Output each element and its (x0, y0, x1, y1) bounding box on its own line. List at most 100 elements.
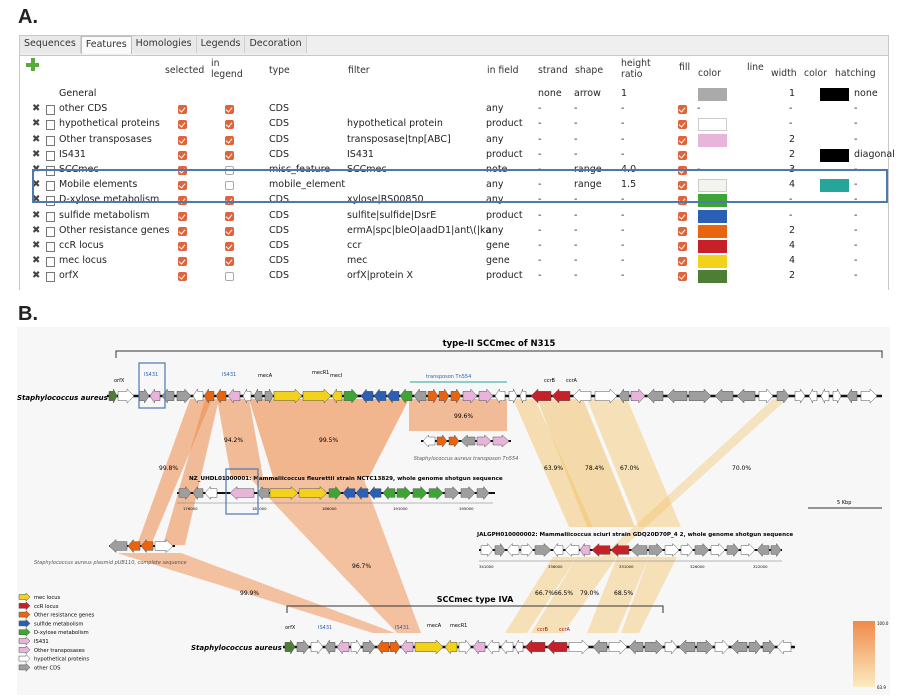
feature-filter[interactable]: hypothetical protein (347, 118, 443, 130)
feature-strand[interactable]: - (538, 255, 542, 267)
feature-field[interactable]: product (486, 270, 523, 282)
delete-row-icon[interactable]: ✖ (32, 209, 41, 221)
line-width-value[interactable]: 2 (789, 133, 796, 145)
fill-color-swatch[interactable] (698, 224, 727, 238)
feature-type[interactable]: CDS (269, 255, 289, 267)
fill-color-swatch[interactable] (698, 270, 727, 284)
feature-strand[interactable]: - (538, 270, 542, 282)
selected-checkbox[interactable] (178, 196, 187, 206)
selected-checkbox[interactable] (178, 105, 187, 115)
line-color-swatch[interactable] (820, 179, 849, 193)
feature-strand[interactable]: - (538, 103, 542, 115)
feature-shape[interactable]: arrow (574, 88, 601, 99)
hatching-value[interactable]: none (854, 88, 878, 99)
duplicate-row-icon[interactable] (46, 209, 58, 222)
in-legend-checkbox[interactable] (225, 120, 234, 130)
delete-row-icon[interactable]: ✖ (32, 270, 41, 282)
line-width-value[interactable]: - (789, 118, 793, 130)
feature-height-ratio[interactable]: - (621, 103, 625, 115)
feature-height-ratio[interactable]: - (621, 224, 625, 236)
line-width-value[interactable]: 2 (789, 270, 796, 282)
in-legend-checkbox[interactable] (225, 272, 234, 282)
line-width-value[interactable]: 4 (789, 255, 796, 267)
duplicate-row-icon[interactable] (46, 133, 58, 146)
feature-height-ratio[interactable]: 1 (621, 88, 628, 99)
feature-shape[interactable]: - (574, 194, 578, 206)
line-color-swatch[interactable] (820, 88, 849, 101)
feature-height-ratio[interactable]: - (621, 209, 625, 221)
selected-checkbox[interactable] (178, 120, 187, 130)
selected-checkbox[interactable] (178, 135, 187, 145)
fill-color-swatch[interactable] (698, 118, 727, 132)
selected-checkbox[interactable] (178, 181, 187, 191)
hatching-value[interactable]: - (854, 194, 858, 206)
selected-checkbox[interactable] (178, 242, 187, 251)
feature-type[interactable]: CDS (269, 194, 289, 206)
feature-filter[interactable]: IS431 (347, 148, 374, 160)
hatching-value[interactable]: - (854, 179, 858, 191)
feature-strand[interactable]: - (538, 209, 542, 221)
hatching-value[interactable]: - (854, 224, 858, 236)
selected-checkbox[interactable] (178, 211, 187, 221)
add-feature-icon[interactable] (26, 58, 39, 71)
delete-row-icon[interactable]: ✖ (32, 224, 41, 236)
feature-strand[interactable]: - (538, 133, 542, 145)
fill-color-swatch[interactable] (698, 240, 727, 253)
feature-field[interactable]: gene (486, 240, 510, 251)
fill-checkbox[interactable] (678, 211, 687, 221)
feature-type[interactable]: CDS (269, 133, 289, 145)
feature-height-ratio[interactable]: 1.5 (621, 179, 637, 191)
line-width-value[interactable]: - (789, 209, 793, 221)
selected-checkbox[interactable] (178, 226, 187, 236)
selected-checkbox[interactable] (178, 150, 187, 160)
fill-checkbox[interactable] (678, 272, 687, 282)
tab-decoration[interactable]: Decoration (245, 36, 307, 53)
feature-type[interactable]: CDS (269, 209, 289, 221)
feature-filter[interactable]: ccr (347, 240, 362, 251)
fill-checkbox[interactable] (678, 242, 687, 251)
delete-row-icon[interactable]: ✖ (32, 255, 41, 267)
hatching-value[interactable]: - (854, 270, 858, 282)
fill-checkbox[interactable] (678, 257, 687, 267)
feature-field[interactable]: any (486, 133, 504, 145)
fill-color-swatch[interactable] (698, 88, 727, 101)
delete-row-icon[interactable]: ✖ (32, 194, 41, 206)
feature-filter[interactable]: sulfite|sulfide|DsrE (347, 209, 437, 221)
hatching-value[interactable]: - (854, 133, 858, 145)
in-legend-checkbox[interactable] (225, 135, 234, 145)
in-legend-checkbox[interactable] (225, 257, 234, 267)
feature-strand[interactable]: - (538, 240, 542, 251)
in-legend-checkbox[interactable] (225, 105, 234, 115)
line-width-value[interactable]: 1 (789, 88, 796, 99)
feature-shape[interactable]: - (574, 270, 578, 282)
fill-color-value[interactable]: - (697, 103, 701, 115)
feature-shape[interactable]: - (574, 103, 578, 115)
feature-shape[interactable]: - (574, 224, 578, 236)
tab-legends[interactable]: Legends (196, 36, 246, 53)
feature-strand[interactable]: - (538, 179, 542, 191)
in-legend-checkbox[interactable] (225, 211, 234, 221)
feature-field[interactable]: any (486, 179, 504, 191)
feature-shape[interactable]: - (574, 209, 578, 221)
fill-color-swatch[interactable] (698, 255, 727, 269)
fill-color-swatch[interactable] (698, 194, 727, 208)
in-legend-checkbox[interactable] (225, 150, 234, 160)
feature-field[interactable]: product (486, 148, 523, 160)
feature-type[interactable]: mobile_element (269, 179, 346, 191)
delete-row-icon[interactable]: ✖ (32, 240, 41, 251)
feature-strand[interactable]: - (538, 224, 542, 236)
delete-row-icon[interactable]: ✖ (32, 118, 41, 130)
feature-type[interactable]: CDS (269, 118, 289, 130)
feature-shape[interactable]: - (574, 148, 578, 160)
fill-checkbox[interactable] (678, 226, 687, 236)
line-width-value[interactable]: - (789, 194, 793, 206)
feature-shape[interactable]: - (574, 133, 578, 145)
feature-height-ratio[interactable]: - (621, 148, 625, 160)
feature-field[interactable]: gene (486, 255, 510, 267)
feature-strand[interactable]: none (538, 88, 562, 99)
hatching-value[interactable]: - (854, 240, 858, 251)
feature-type[interactable]: CDS (269, 148, 289, 160)
line-width-value[interactable]: 2 (789, 148, 796, 160)
in-legend-checkbox[interactable] (225, 242, 234, 251)
fill-checkbox[interactable] (678, 105, 687, 115)
